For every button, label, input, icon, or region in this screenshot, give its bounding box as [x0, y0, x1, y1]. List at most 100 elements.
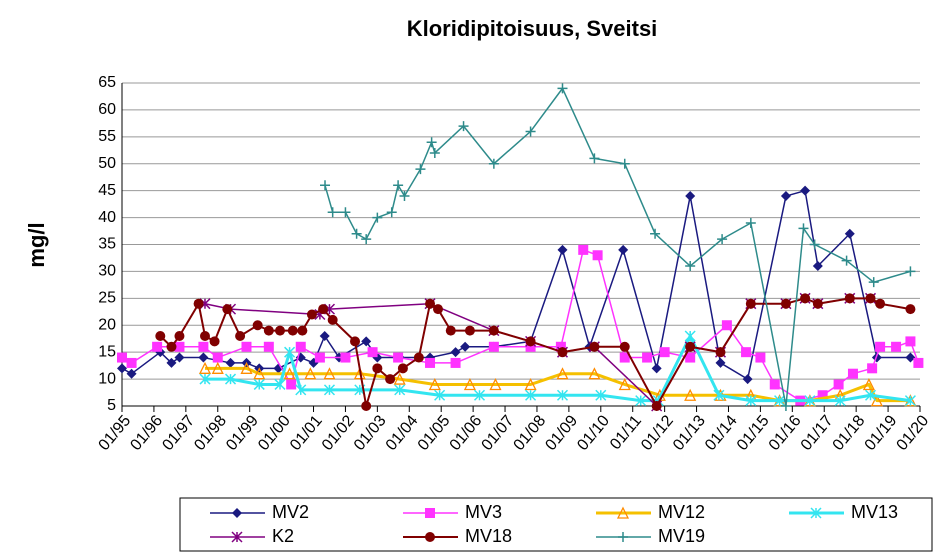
marker	[263, 325, 274, 336]
marker	[635, 395, 647, 407]
marker	[253, 367, 266, 380]
marker	[295, 341, 306, 352]
marker	[721, 320, 732, 331]
marker	[433, 304, 444, 315]
marker	[488, 158, 499, 169]
legend-marker	[618, 532, 628, 542]
marker	[715, 347, 726, 358]
marker	[425, 357, 436, 368]
marker	[224, 373, 237, 385]
marker	[166, 341, 177, 352]
marker	[399, 191, 410, 202]
marker	[488, 341, 499, 352]
marker	[524, 378, 537, 391]
marker	[393, 180, 404, 191]
marker	[225, 357, 236, 368]
marker	[464, 325, 475, 336]
marker	[211, 361, 224, 374]
marker	[166, 357, 177, 368]
marker	[685, 352, 696, 363]
marker	[297, 325, 308, 336]
marker	[212, 352, 223, 363]
marker	[252, 320, 263, 331]
marker	[865, 293, 876, 304]
marker	[525, 336, 536, 347]
marker	[458, 121, 469, 132]
marker	[353, 367, 366, 380]
marker	[800, 185, 811, 196]
marker	[557, 83, 568, 94]
marker	[684, 330, 696, 342]
marker	[867, 363, 878, 374]
marker	[372, 212, 383, 223]
marker	[833, 379, 844, 390]
marker	[618, 244, 629, 255]
marker	[284, 346, 296, 358]
marker	[235, 331, 246, 342]
marker	[319, 331, 330, 342]
marker	[263, 341, 274, 352]
marker	[286, 379, 297, 390]
marker	[199, 331, 210, 342]
y-axis-label: mg/l	[24, 222, 49, 267]
marker	[741, 347, 752, 358]
y-tick-label: 25	[98, 290, 116, 307]
marker	[904, 395, 916, 407]
marker	[588, 367, 601, 380]
marker	[769, 379, 780, 390]
marker	[240, 361, 253, 374]
legend-box	[179, 497, 933, 552]
marker	[445, 325, 456, 336]
marker	[361, 401, 372, 411]
marker	[556, 367, 569, 380]
marker	[323, 367, 336, 380]
marker	[717, 234, 728, 245]
legend-marker	[810, 507, 822, 519]
legend-label: MV3	[465, 502, 502, 522]
marker	[425, 298, 436, 309]
series-line	[324, 87, 911, 407]
marker	[287, 325, 298, 336]
marker	[905, 336, 916, 347]
marker	[393, 352, 404, 363]
marker	[152, 341, 163, 352]
marker	[199, 373, 211, 385]
chart-title: Kloridipitoisuus, Sveitsi	[407, 16, 658, 41]
y-tick-label: 55	[98, 128, 116, 145]
marker	[314, 352, 325, 363]
marker	[905, 266, 916, 277]
legend-label: MV18	[465, 526, 512, 546]
y-tick-label: 20	[98, 316, 116, 333]
marker	[198, 352, 209, 363]
marker	[557, 244, 568, 255]
marker	[275, 325, 286, 336]
marker	[193, 298, 204, 309]
legend-label: MV12	[658, 502, 705, 522]
marker	[905, 352, 916, 363]
marker	[619, 158, 630, 169]
legend-label: MV13	[851, 502, 898, 522]
marker	[685, 191, 696, 202]
marker	[327, 207, 338, 218]
marker	[489, 378, 502, 391]
marker	[651, 401, 662, 411]
marker	[473, 389, 486, 401]
marker	[812, 261, 823, 272]
marker	[780, 401, 791, 411]
marker	[685, 261, 696, 272]
marker	[798, 223, 809, 234]
marker	[372, 363, 383, 374]
marker	[595, 389, 607, 401]
y-tick-label: 5	[107, 397, 116, 414]
marker	[557, 347, 568, 358]
marker	[222, 304, 233, 315]
marker	[434, 389, 446, 401]
marker	[241, 341, 252, 352]
marker	[209, 336, 220, 347]
legend-marker	[232, 508, 242, 518]
legend-label: K2	[272, 526, 294, 546]
marker	[745, 298, 756, 309]
marker	[555, 341, 566, 352]
marker	[817, 390, 828, 401]
marker	[126, 368, 137, 379]
